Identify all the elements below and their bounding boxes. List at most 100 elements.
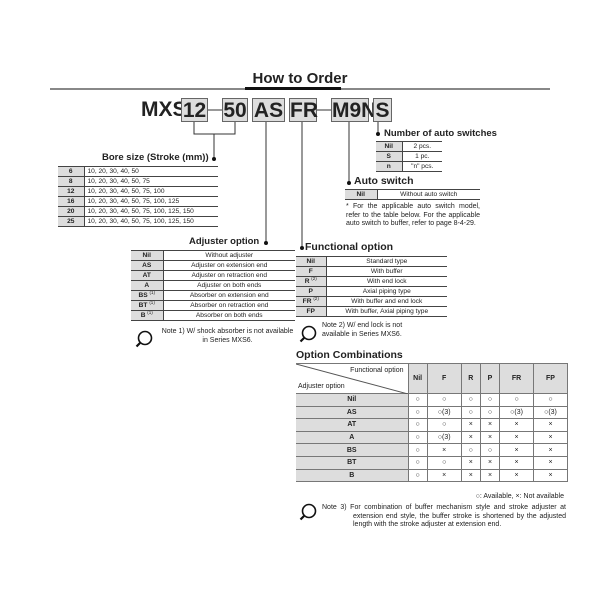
combination-cell: × xyxy=(427,443,462,457)
table-row: 12 10, 20, 30, 40, 50, 75, 100 xyxy=(58,186,218,197)
description: Without adjuster xyxy=(163,250,295,261)
combination-cell: × xyxy=(499,418,535,432)
code-functional: FR xyxy=(289,98,318,122)
option-code: Nil xyxy=(296,256,327,267)
combination-cell: × xyxy=(499,431,535,445)
stroke-list: 10, 20, 30, 40, 50 xyxy=(84,166,218,177)
note-ref: (2) xyxy=(311,275,317,281)
combination-cell: ○ xyxy=(408,469,428,483)
adjuster-table: Nil Without adjuster AS Adjuster on exten… xyxy=(131,250,295,321)
combination-cell: ○ xyxy=(408,418,428,432)
note-ref: (1) xyxy=(149,289,156,295)
combination-cell: ○(3) xyxy=(427,406,462,420)
table-row: 16 10, 20, 30, 40, 50, 75, 100, 125 xyxy=(58,196,218,207)
combination-cell: × xyxy=(533,418,568,432)
combination-cell: × xyxy=(533,469,568,483)
table-row: A ○ ○(3) × × × × xyxy=(296,431,568,445)
note-ref: (1) xyxy=(149,299,155,305)
code-bore: 12 xyxy=(181,98,208,122)
table-row: 20 10, 20, 30, 40, 50, 75, 100, 125, 150 xyxy=(58,206,218,217)
option-code: F xyxy=(296,266,327,277)
description: Absorber on extension end xyxy=(163,290,295,301)
table-row: B ○ × × × × × xyxy=(296,469,568,483)
option-code: BS (1) xyxy=(131,289,164,301)
table-row: Nil Without auto switch xyxy=(345,189,480,200)
value: Without auto switch xyxy=(377,189,480,200)
magnifier-icon xyxy=(299,503,317,521)
combination-cell: × xyxy=(427,469,462,483)
combination-cell: ○ xyxy=(499,393,535,407)
combination-cell: ○(3) xyxy=(499,406,535,420)
key: n xyxy=(376,161,403,172)
bore-size: 25 xyxy=(58,216,85,227)
combination-cell: ○ xyxy=(480,443,501,457)
combination-cell: ○ xyxy=(408,456,428,470)
combinations-table: Functional option Adjuster option Nil F R P FR… xyxy=(296,363,568,483)
combination-cell: ○ xyxy=(461,393,481,407)
functional-note: Note 2) W/ end lock is not available in … xyxy=(322,322,403,338)
column-header: FP xyxy=(533,363,568,394)
option-code: BT (1) xyxy=(131,299,164,311)
stroke-list: 10, 20, 30, 40, 50, 75, 100 xyxy=(84,186,218,197)
combination-cell: × xyxy=(461,469,481,483)
table-row: AT ○ ○ × × × × xyxy=(296,418,568,432)
number-switches-heading: Number of auto switches xyxy=(384,128,497,139)
value: 1 pc. xyxy=(402,151,442,162)
table-row: F With buffer xyxy=(296,266,447,277)
column-header: F xyxy=(427,363,462,394)
combination-cell: ○ xyxy=(480,393,501,407)
table-row: FP With buffer, Axial piping type xyxy=(296,306,447,317)
table-row: AS ○ ○(3) ○ ○ ○(3) ○(3) xyxy=(296,406,568,420)
code-stroke: 50 xyxy=(222,98,248,122)
table-row: Nil Standard type xyxy=(296,256,447,267)
bore-size: 12 xyxy=(58,186,85,197)
combination-cell: × xyxy=(533,443,568,457)
table-row: Nil 2 pcs. xyxy=(376,141,442,152)
table-row: 25 10, 20, 30, 40, 50, 75, 100, 125, 150 xyxy=(58,216,218,227)
combination-cell: ○ xyxy=(427,418,462,432)
table-row: 6 10, 20, 30, 40, 50 xyxy=(58,166,218,177)
bullet xyxy=(212,157,216,161)
adjuster-heading: Adjuster option xyxy=(189,236,260,247)
code-adjuster: AS xyxy=(252,98,285,122)
description: Absorber on both ends xyxy=(163,310,295,321)
stroke-list: 10, 20, 30, 40, 50, 75, 100, 125 xyxy=(84,196,218,207)
description: Absorber on retraction end xyxy=(163,300,295,311)
value: 2 pcs. xyxy=(402,141,442,152)
code: B xyxy=(140,312,146,319)
option-code: Nil xyxy=(131,250,164,261)
code-prefix: MXS xyxy=(141,98,187,121)
combination-cell: ○ xyxy=(408,406,428,420)
table-row: Nil Without adjuster xyxy=(131,250,295,261)
combination-cell: ○ xyxy=(408,431,428,445)
option-code: B (1) xyxy=(131,309,164,321)
row-label: B xyxy=(296,469,409,483)
table-row: BS (1) Absorber on extension end xyxy=(131,289,295,301)
option-code: R (2) xyxy=(296,275,327,287)
code: A xyxy=(144,282,150,289)
row-label: BT xyxy=(296,456,409,470)
combination-cell: ○ xyxy=(427,456,462,470)
stroke-list: 10, 20, 30, 40, 50, 75, 100, 125, 150 xyxy=(84,206,218,217)
description: With end lock xyxy=(326,276,447,287)
table-row: Nil ○ ○ ○ ○ ○ ○ xyxy=(296,393,568,407)
code-number: S xyxy=(373,98,392,122)
option-code: A xyxy=(131,280,164,291)
combination-cell: × xyxy=(499,443,535,457)
auto-switch-table: Nil Without auto switch xyxy=(345,189,480,200)
code: BS xyxy=(138,292,148,299)
combinations-legend: ○: Available, ×: Not available xyxy=(475,493,564,500)
note-ref: (1) xyxy=(147,309,153,315)
code-auto-switch: M9N xyxy=(331,98,377,122)
table-row: 8 10, 20, 30, 40, 50, 75 xyxy=(58,176,218,187)
combination-cell: ○(3) xyxy=(533,406,568,420)
description: Adjuster on extension end xyxy=(163,260,295,271)
combination-cell: ○ xyxy=(461,443,481,457)
combination-cell: ○ xyxy=(408,393,428,407)
combination-cell: × xyxy=(499,469,535,483)
combination-cell: × xyxy=(533,456,568,470)
bore-table: 6 10, 20, 30, 40, 50 8 10, 20, 30, 40, 50, … xyxy=(58,166,218,227)
code: AT xyxy=(142,272,151,279)
